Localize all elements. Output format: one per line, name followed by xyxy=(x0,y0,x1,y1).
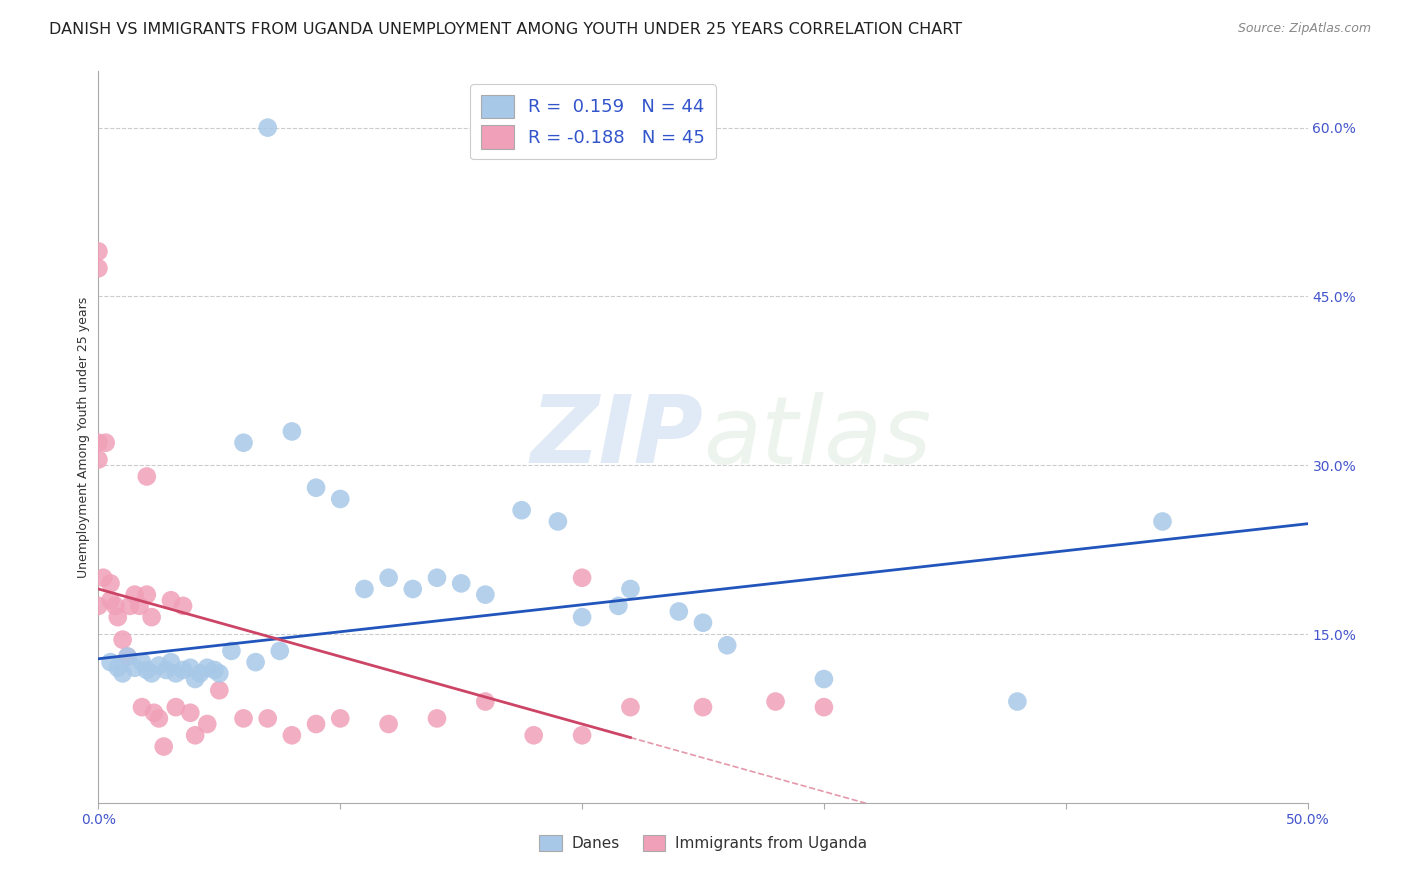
Point xyxy=(256,120,278,135)
Point xyxy=(148,711,170,725)
Point xyxy=(107,661,129,675)
Point xyxy=(104,599,127,613)
Point xyxy=(195,717,218,731)
Point xyxy=(571,571,593,585)
Point xyxy=(94,435,117,450)
Point xyxy=(87,244,110,259)
Point xyxy=(160,655,183,669)
Point xyxy=(426,571,449,585)
Point xyxy=(152,739,174,754)
Point xyxy=(281,425,304,439)
Point xyxy=(111,632,134,647)
Point xyxy=(124,661,146,675)
Point xyxy=(813,672,835,686)
Point xyxy=(135,469,157,483)
Point xyxy=(87,452,110,467)
Point xyxy=(547,515,569,529)
Point xyxy=(402,582,425,596)
Point xyxy=(353,582,375,596)
Y-axis label: Unemployment Among Youth under 25 years: Unemployment Among Youth under 25 years xyxy=(77,296,90,578)
Point xyxy=(172,599,194,613)
Point xyxy=(716,638,738,652)
Point xyxy=(377,571,399,585)
Point xyxy=(329,711,352,725)
Point xyxy=(305,481,328,495)
Point xyxy=(692,615,714,630)
Point xyxy=(117,649,139,664)
Point xyxy=(619,582,641,596)
Text: atlas: atlas xyxy=(703,392,931,483)
Text: Source: ZipAtlas.com: Source: ZipAtlas.com xyxy=(1237,22,1371,36)
Point xyxy=(474,588,496,602)
Point xyxy=(450,576,472,591)
Point xyxy=(1007,694,1029,708)
Point xyxy=(305,717,328,731)
Point xyxy=(135,588,157,602)
Point xyxy=(155,663,177,677)
Point xyxy=(165,666,187,681)
Point xyxy=(172,663,194,677)
Point xyxy=(813,700,835,714)
Point xyxy=(179,661,201,675)
Point xyxy=(329,491,352,506)
Point xyxy=(131,700,153,714)
Point xyxy=(619,700,641,714)
Point xyxy=(232,435,254,450)
Point xyxy=(245,655,267,669)
Point xyxy=(668,605,690,619)
Point xyxy=(128,599,150,613)
Point xyxy=(765,694,787,708)
Point xyxy=(269,644,291,658)
Point xyxy=(148,658,170,673)
Text: DANISH VS IMMIGRANTS FROM UGANDA UNEMPLOYMENT AMONG YOUTH UNDER 25 YEARS CORRELA: DANISH VS IMMIGRANTS FROM UGANDA UNEMPLO… xyxy=(49,22,962,37)
Point xyxy=(135,663,157,677)
Point xyxy=(118,599,141,613)
Point xyxy=(111,666,134,681)
Point xyxy=(160,593,183,607)
Point xyxy=(87,599,110,613)
Point xyxy=(91,571,114,585)
Point xyxy=(184,672,207,686)
Point xyxy=(124,588,146,602)
Point xyxy=(195,661,218,675)
Point xyxy=(165,700,187,714)
Point xyxy=(87,261,110,276)
Point xyxy=(607,599,630,613)
Point xyxy=(143,706,166,720)
Point xyxy=(117,649,139,664)
Point xyxy=(377,717,399,731)
Point xyxy=(204,663,226,677)
Point xyxy=(426,711,449,725)
Point xyxy=(184,728,207,742)
Point xyxy=(510,503,533,517)
Point xyxy=(692,700,714,714)
Point xyxy=(281,728,304,742)
Point xyxy=(221,644,243,658)
Point xyxy=(179,706,201,720)
Point xyxy=(208,666,231,681)
Point xyxy=(208,683,231,698)
Point xyxy=(256,711,278,725)
Point xyxy=(87,435,110,450)
Point xyxy=(131,655,153,669)
Point xyxy=(474,694,496,708)
Text: ZIP: ZIP xyxy=(530,391,703,483)
Point xyxy=(571,728,593,742)
Point xyxy=(232,711,254,725)
Legend: Danes, Immigrants from Uganda: Danes, Immigrants from Uganda xyxy=(533,830,873,857)
Point xyxy=(141,610,163,624)
Point xyxy=(141,666,163,681)
Point xyxy=(100,576,122,591)
Point xyxy=(523,728,546,742)
Point xyxy=(1152,515,1174,529)
Point xyxy=(100,655,122,669)
Point xyxy=(188,666,211,681)
Point xyxy=(100,593,122,607)
Point xyxy=(571,610,593,624)
Point xyxy=(107,610,129,624)
